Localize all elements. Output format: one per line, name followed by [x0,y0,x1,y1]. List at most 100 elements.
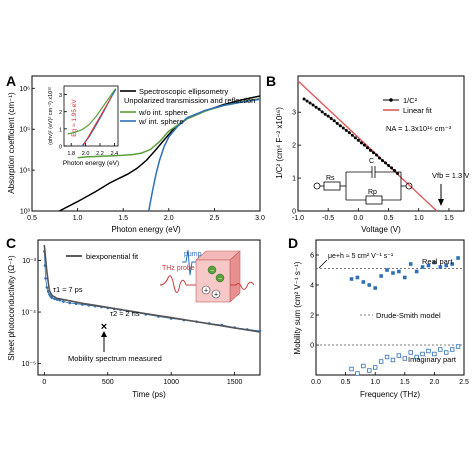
inset-xlabel: Photon energy (eV) [63,160,119,167]
real-point [456,256,460,260]
y-tick-label: 10⁻⁵ [22,361,36,368]
imag-point [444,350,449,355]
imag-point [367,368,372,373]
data-point [48,293,51,296]
x-tick-label: 1.0 [414,215,424,222]
panel-b-letter: B [266,73,276,89]
tau2-label: τ2 ≈ 2 ns [110,309,140,318]
panel-b-ylabel: 1/C² (cm⁴ F⁻² x10¹⁶) [275,107,284,179]
data-point [305,99,309,103]
data-point [362,143,366,147]
real-point [379,274,383,278]
data-point [326,114,330,118]
legend-b1: 1/C² [403,96,418,105]
legend-header: Unpolarized transmission and reflection [124,96,255,105]
data-point [317,107,321,111]
y-tick-label: 1 [59,127,62,133]
data-point [311,103,315,107]
vfb-arrowhead [438,199,444,206]
y-tick-label: 10⁻³ [22,258,36,265]
data-point [359,141,363,145]
imag-point [396,353,402,358]
data-point [353,136,357,140]
biexponential-fit-line [43,244,261,333]
x-tick-label: 2.4 [111,151,119,157]
x-tick-label: 2.5 [210,215,220,222]
y-tick-label: 0 [310,343,314,350]
mobility-note: Mobility spectrum measured [68,354,162,363]
y-tick-label: 3 [292,110,296,117]
panel-d-model-lines [316,268,464,346]
inset-annotation: Eg ≈ 1.95 eV [71,99,78,137]
equivalent-circuit [313,166,413,205]
y-tick-label: 2 [310,313,314,320]
pump-label: pump [184,251,202,258]
x-tick-label: 0 [42,379,46,386]
thz-pulse-out [230,281,255,290]
x-tick-label: 0.0 [353,215,363,222]
panel-b-fit [297,80,438,212]
panel-b-vfb: Vfb = 1.3 V [432,171,469,180]
panel-c: C Sheet photoconductivity (Ω⁻¹) Time (ps… [6,235,262,399]
electron-icon-2 [215,273,225,283]
panel-a-xlabel: Photon energy (eV) [111,225,181,234]
data-point [53,297,56,301]
real-point [420,265,425,269]
real-point [432,260,437,265]
circuit-c: C [369,158,374,165]
x-tick-label: 1.8 [67,151,75,157]
y-tick-label: 0 [59,145,62,151]
panel-a-ylabel: Absorption coefficient (cm⁻¹) [7,92,16,194]
x-tick-label: 1.5 [444,215,454,222]
panel-c-yticks: 10⁻⁵ 10⁻⁴ 10⁻³ [22,258,41,368]
x-tick-label: 1.0 [370,379,380,386]
real-point [408,262,413,266]
x-tick-label: 1000 [163,379,179,386]
data-point [50,296,54,299]
x-tick-label: 2.0 [82,151,90,157]
x-tick-label: 2.0 [430,379,440,386]
mu-arrow [318,259,328,269]
x-tick-label: 0.5 [341,379,351,386]
imag-point [432,351,437,357]
data-point [44,277,47,280]
panel-c-xticks: 0 500 1000 1500 [42,372,243,386]
y-tick-label: 2 [59,110,62,116]
circuit-rs: Rs [326,175,335,182]
mobility-arrowhead [101,331,107,337]
imag-point [361,363,366,369]
data-point [338,124,342,128]
imag-point [378,359,384,364]
legend-wo: w/o int. sphere [138,108,188,117]
x-tick-label: 1.0 [73,215,83,222]
y-tick-label: 6 [310,253,314,260]
data-point [323,112,327,116]
y-tick-label: 0 [292,209,296,216]
panel-b-points [302,97,400,175]
data-point [74,302,78,306]
panel-d-points [349,256,461,376]
x-tick-label: 0.5 [27,215,37,222]
panel-a: A Absorption coefficient (cm⁻¹) Photon e… [6,73,265,234]
sample-side [229,250,241,303]
real-point [438,265,443,269]
y-tick-label: 3 [59,93,62,99]
data-point [374,153,378,157]
panel-c-curves [43,244,262,333]
panel-d-real: Real part [422,257,453,266]
panel-a-xticks: 0.5 1.0 1.5 2.0 2.5 3.0 [27,208,265,222]
x-tick-label: 2.2 [96,151,104,157]
data-point [329,116,333,120]
mobility-cross: × [101,321,107,333]
x-tick-label: 3.0 [255,215,265,222]
real-point [349,277,354,281]
real-point [361,280,366,284]
real-point [414,269,419,274]
inset-series-1 [67,88,117,135]
data-point [381,159,385,163]
panel-b-xlabel: Voltage (V) [361,225,401,234]
data-point [393,169,397,172]
hole-sign-2: + [214,292,218,299]
circuit-rp: Rp [368,189,377,196]
thz-pulse-in [159,275,196,293]
